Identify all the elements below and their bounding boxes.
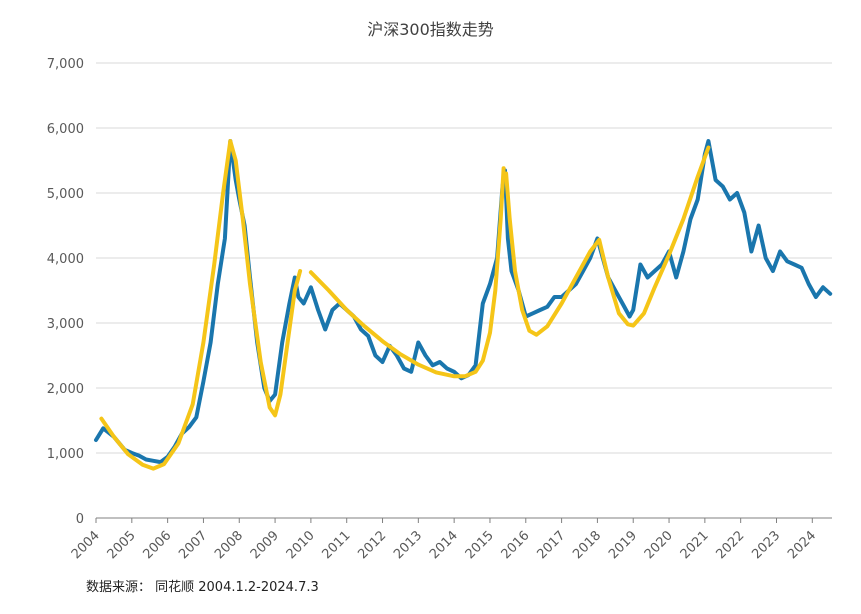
axes bbox=[95, 517, 832, 523]
series-line-index bbox=[94, 139, 833, 465]
y-tick-label: 4,000 bbox=[47, 252, 84, 267]
gridlines bbox=[96, 62, 832, 454]
y-tick-label: 3,000 bbox=[47, 317, 84, 332]
x-tick-label: 2009 bbox=[248, 528, 282, 562]
chart-title: 沪深300指数走势 bbox=[367, 20, 494, 39]
x-tick-label: 2019 bbox=[606, 528, 640, 562]
y-tick-label: 5,000 bbox=[47, 187, 84, 202]
trend-curve-1 bbox=[99, 139, 303, 471]
x-tick-label: 2012 bbox=[355, 528, 389, 562]
x-tick-label: 2006 bbox=[140, 528, 174, 562]
tick-labels: 0 1,000 2,000 3,000 4,000 5,000 6,000 7,000 2004… bbox=[47, 57, 819, 562]
trend-curve-3 bbox=[504, 145, 711, 337]
x-tick-label: 2023 bbox=[749, 528, 783, 562]
x-tick-label: 2017 bbox=[534, 528, 568, 562]
x-tick-label: 2020 bbox=[642, 528, 676, 562]
y-tick-label: 6,000 bbox=[47, 122, 84, 137]
x-tick-label: 2024 bbox=[785, 528, 819, 562]
y-tick-label: 0 bbox=[76, 512, 84, 527]
series-group bbox=[94, 139, 833, 471]
x-tick-label: 2010 bbox=[284, 528, 318, 562]
y-tick-label: 1,000 bbox=[47, 447, 84, 462]
x-tick-label: 2013 bbox=[391, 528, 425, 562]
x-tick-label: 2011 bbox=[320, 528, 354, 562]
y-tick-label: 7,000 bbox=[47, 57, 84, 72]
x-tick-label: 2022 bbox=[713, 528, 747, 562]
x-tick-label: 2015 bbox=[463, 528, 497, 562]
x-tick-label: 2014 bbox=[427, 528, 461, 562]
x-tick-label: 2021 bbox=[678, 528, 712, 562]
source-note: 数据来源： 同花顺 2004.1.2-2024.7.3 bbox=[86, 580, 319, 595]
x-tick-label: 2018 bbox=[570, 528, 604, 562]
x-tick-label: 2016 bbox=[499, 528, 533, 562]
trend-curve-2 bbox=[308, 166, 506, 379]
x-tick-label: 2007 bbox=[176, 528, 210, 562]
y-tick-label: 2,000 bbox=[47, 382, 84, 397]
x-tick-label: 2008 bbox=[212, 528, 246, 562]
x-tick-label: 2004 bbox=[69, 528, 103, 562]
x-tick-label: 2005 bbox=[105, 528, 139, 562]
